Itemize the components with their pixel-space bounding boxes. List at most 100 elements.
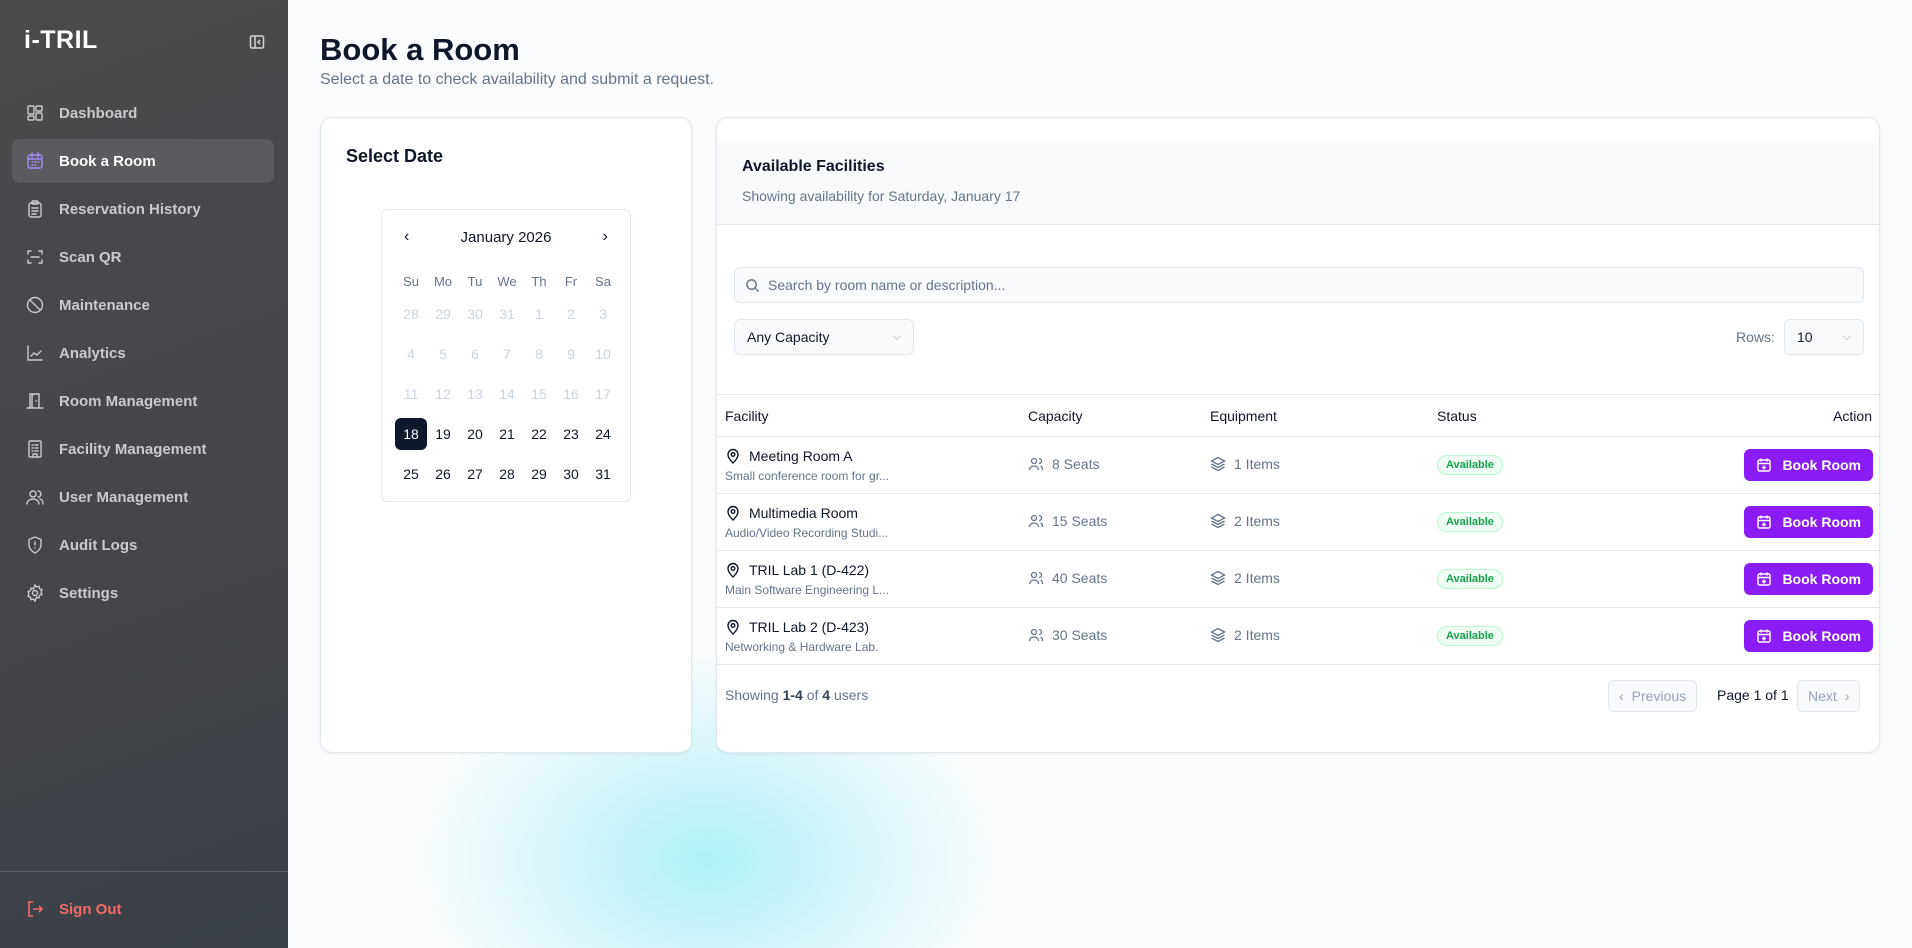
calendar-day[interactable]: 31 <box>595 466 611 482</box>
next-label: Next <box>1808 688 1837 704</box>
sidebar-item-maintenance[interactable]: Maintenance <box>12 283 274 327</box>
ban-icon <box>26 296 44 314</box>
column-facility: Facility <box>717 394 1028 437</box>
calendar-day[interactable]: 29 <box>531 466 547 482</box>
scan-icon <box>27 250 43 264</box>
facility-description: Networking & Hardware Lab. <box>725 639 879 654</box>
sidebar-item-dashboard[interactable]: Dashboard <box>12 91 274 135</box>
facility-name: TRIL Lab 2 (D-423) <box>749 618 870 635</box>
chevron-right-icon: › <box>1844 688 1850 704</box>
rows-per-page-value: 10 <box>1797 329 1813 345</box>
book-room-button[interactable]: Book Room <box>1744 506 1873 538</box>
sidebar-item-room-management[interactable]: Room Management <box>12 379 274 423</box>
map-pin-icon <box>727 619 739 635</box>
calendar-day: 31 <box>499 306 515 322</box>
users-icon <box>1028 457 1044 470</box>
search-field[interactable] <box>734 267 1864 303</box>
sidebar-item-label: Analytics <box>59 344 126 362</box>
calendar-day: 28 <box>403 306 419 322</box>
shield-alert-icon <box>28 536 42 554</box>
building-icon <box>28 440 42 458</box>
calendar-day[interactable]: 26 <box>435 466 451 482</box>
table-summary: Showing 1-4 of 4 users <box>725 687 868 703</box>
users-icon <box>1028 514 1044 527</box>
calendar-day[interactable]: 21 <box>499 426 515 442</box>
calendar-day[interactable]: 27 <box>467 466 483 482</box>
book-room-button[interactable]: Book Room <box>1744 563 1873 595</box>
calendar-day[interactable]: 28 <box>499 466 515 482</box>
sidebar: i-TRIL Dashboard Book a Room Reservation H… <box>0 0 288 948</box>
page-subtitle: Select a date to check availability and … <box>320 71 714 88</box>
calendar-month: January 2026 <box>460 229 552 246</box>
calendar-day[interactable]: 20 <box>467 426 483 442</box>
users-icon <box>1028 628 1044 641</box>
facilities-header: Available Facilities Showing availabilit… <box>717 143 1879 225</box>
calendar-day[interactable]: 23 <box>563 426 579 442</box>
calendar-day[interactable]: 22 <box>531 426 547 442</box>
calendar-day: 15 <box>531 386 547 402</box>
calendar-day[interactable]: 19 <box>435 426 451 442</box>
prev-month-button[interactable]: ‹ <box>404 228 410 245</box>
calendar-day-selected[interactable]: 18 <box>395 418 427 450</box>
calendar-day: 30 <box>467 306 483 322</box>
available-facilities-card: Available Facilities Showing availabilit… <box>716 117 1880 753</box>
calendar-day: 8 <box>535 346 543 362</box>
logout-icon <box>28 901 44 917</box>
sign-out-button[interactable]: Sign Out <box>12 887 274 931</box>
previous-label: Previous <box>1631 688 1687 704</box>
chevron-down-icon: ⌵ <box>892 330 901 343</box>
calendar-day: 1 <box>535 306 543 322</box>
sidebar-item-label: Settings <box>59 584 119 602</box>
sidebar-item-label: Maintenance <box>59 296 150 314</box>
sidebar-item-scan-qr[interactable]: Scan QR <box>12 235 274 279</box>
sidebar-item-analytics[interactable]: Analytics <box>12 331 274 375</box>
calendar-day[interactable]: 25 <box>403 466 419 482</box>
sidebar-item-book-a-room[interactable]: Book a Room <box>12 139 274 183</box>
calendar-day[interactable]: 24 <box>595 426 611 442</box>
search-input[interactable] <box>768 277 1768 293</box>
book-room-button[interactable]: Book Room <box>1744 620 1873 652</box>
capacity-filter-select[interactable]: Any Capacity ⌵ <box>734 319 914 355</box>
app-logo: i-TRIL <box>24 26 98 54</box>
map-pin-icon <box>727 562 739 578</box>
capacity-filter-value: Any Capacity <box>747 329 830 345</box>
previous-page-button[interactable]: ‹ Previous <box>1608 680 1698 712</box>
facility-description: Audio/Video Recording Studi... <box>725 525 889 540</box>
layers-icon <box>1210 513 1226 528</box>
layers-icon <box>1210 570 1226 585</box>
sidebar-item-label: Scan QR <box>59 248 122 266</box>
sidebar-collapse-icon[interactable] <box>249 34 265 50</box>
calendar-day: 2 <box>567 306 575 322</box>
book-room-button[interactable]: Book Room <box>1744 449 1873 481</box>
sidebar-item-reservation-history[interactable]: Reservation History <box>12 187 274 231</box>
calendar-day: 4 <box>407 346 415 362</box>
sidebar-item-audit-logs[interactable]: Audit Logs <box>12 523 274 567</box>
calendar-day: 9 <box>567 346 575 362</box>
equipment-value: 1 Items <box>1234 455 1280 472</box>
calendar-day[interactable]: 30 <box>563 466 579 482</box>
book-room-label: Book Room <box>1782 571 1861 587</box>
sidebar-item-label: User Management <box>59 488 189 506</box>
select-date-heading: Select Date <box>346 146 444 166</box>
facility-description: Small conference room for gr... <box>725 468 890 483</box>
calendar-day: 11 <box>403 386 419 402</box>
select-date-card: Select Date ‹ January 2026 › Su Mo Tu We Th F… <box>320 117 692 753</box>
sidebar-item-settings[interactable]: Settings <box>12 571 274 615</box>
next-month-button[interactable]: › <box>602 228 608 245</box>
chevron-left-icon: ‹ <box>1619 688 1624 704</box>
status-badge: Available <box>1437 626 1503 646</box>
rows-per-page-select[interactable]: 10 ⌵ <box>1784 319 1864 355</box>
calendar-plus-icon <box>1757 458 1772 472</box>
sidebar-divider <box>0 871 288 872</box>
facility-description: Main Software Engineering L... <box>725 582 890 597</box>
calendar-day: 5 <box>439 346 447 362</box>
table-row: TRIL Lab 2 (D-423) Networking & Hardware … <box>717 607 1879 665</box>
sidebar-item-facility-management[interactable]: Facility Management <box>12 427 274 471</box>
users-icon <box>26 490 44 505</box>
table-row: TRIL Lab 1 (D-422) Main Software Engineer… <box>717 550 1879 608</box>
column-action: Action <box>1637 394 1879 437</box>
next-page-button[interactable]: Next › <box>1797 680 1861 712</box>
capacity-value: 30 Seats <box>1052 626 1108 643</box>
sidebar-item-user-management[interactable]: User Management <box>12 475 274 519</box>
calendar-plus-icon <box>1757 629 1772 643</box>
